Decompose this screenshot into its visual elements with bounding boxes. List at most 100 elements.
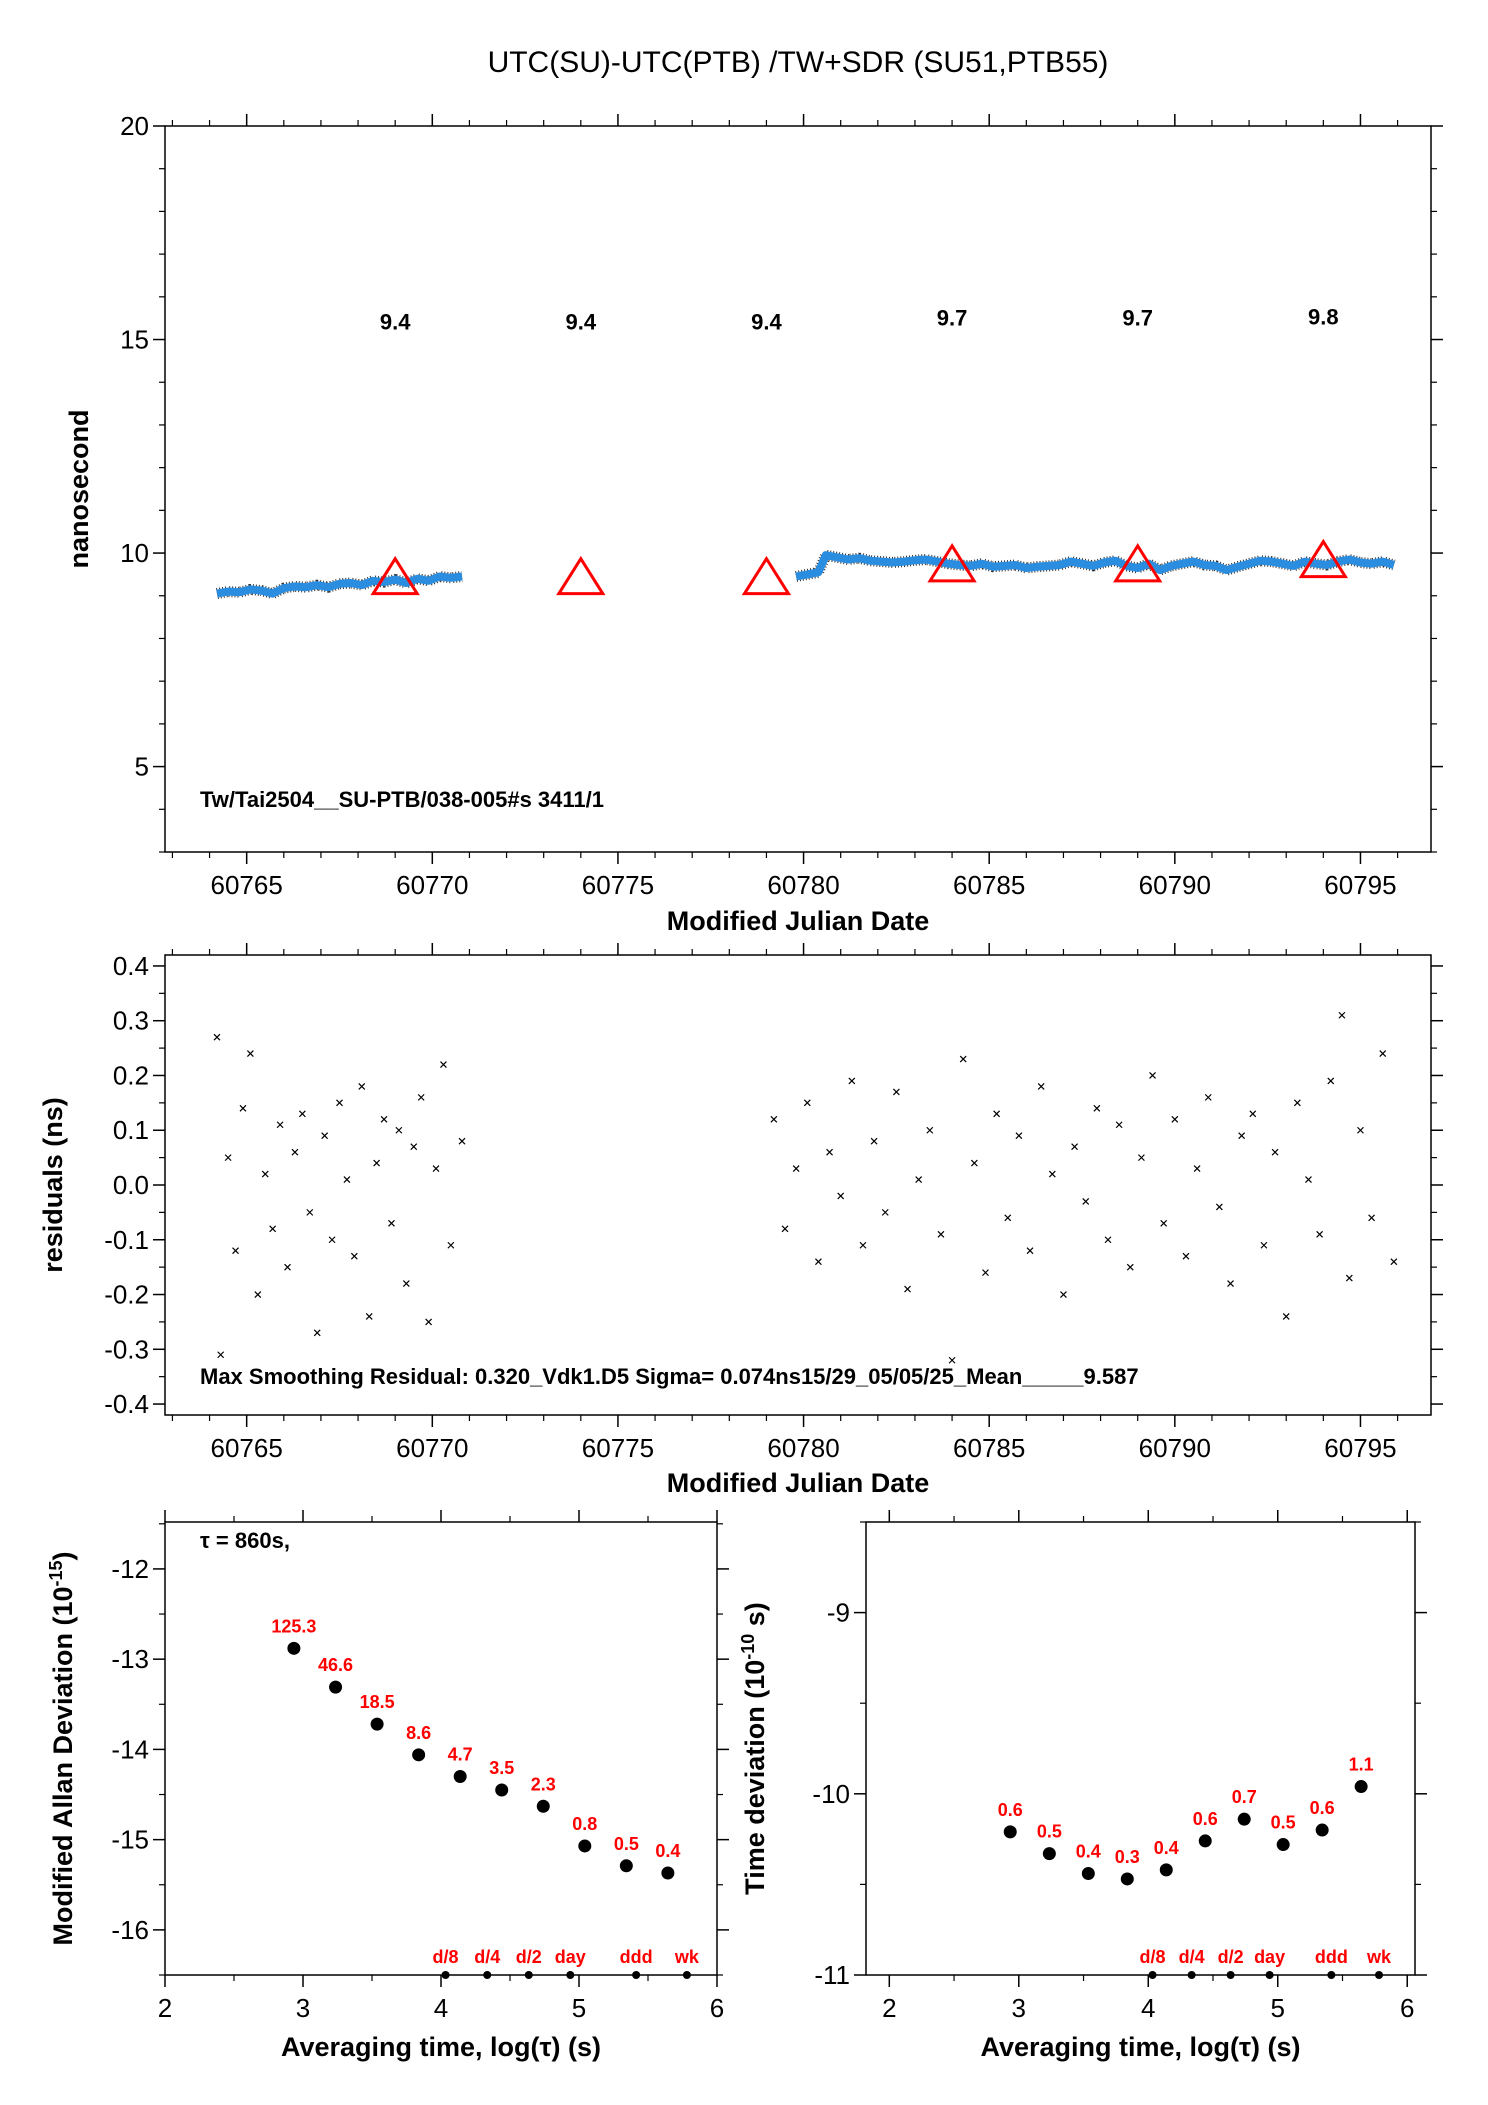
data-label: 0.5 [614,1834,639,1854]
point [1171,1115,1179,1123]
y-tick-label: -16 [111,1915,149,1945]
reference-dot [1265,1971,1274,1979]
point [1354,1780,1368,1794]
reference-label: ddd [620,1947,653,1967]
data-label: 0.6 [1193,1809,1218,1829]
point [803,1099,811,1107]
point [848,1077,856,1085]
data-label: 0.6 [998,1800,1023,1820]
figure-title: UTC(SU)-UTC(PTB) /TW+SDR (SU51,PTB55) [488,46,1109,79]
point [1003,1825,1017,1839]
reference-dot [566,1971,575,1979]
point [380,1115,388,1123]
reference-dot [632,1971,641,1979]
reference-label: ddd [1315,1947,1348,1967]
plot-frame [865,1521,1416,1976]
plot-frame [164,954,1432,1416]
point [412,1748,426,1762]
reference-dot [682,1971,691,1979]
y-tick-label: 15 [120,325,149,355]
point [904,1285,911,1293]
point [1048,1170,1056,1178]
x-tick-label: 60780 [767,1433,839,1463]
reference-label: day [555,1947,586,1967]
triangle-marker [370,555,420,596]
x-tick-label: 6 [710,1993,724,2023]
data-label: 0.4 [1154,1838,1179,1858]
point [536,1799,550,1813]
point [578,1839,592,1853]
reference-label: wk [674,1947,700,1967]
reference-label: d/4 [1179,1947,1205,1967]
point [1271,1148,1279,1156]
x-axis-label: Modified Julian Date [667,1468,930,1498]
x-tick-label: 60765 [211,870,283,900]
x-axis-label: Averaging time, log(τ) (s) [281,2032,601,2062]
x-tick-label: 3 [296,1993,310,2023]
point [350,1252,358,1260]
point [1115,1121,1123,1129]
point [284,1263,291,1271]
point [291,1148,299,1156]
data-label: 9.7 [1122,306,1153,331]
point [224,1154,232,1162]
triangle-marker [1112,543,1163,583]
reference-label: d/4 [474,1947,500,1967]
point [1204,1093,1212,1101]
point [246,1050,254,1057]
data-label: 0.5 [1271,1813,1296,1833]
point [1193,1165,1201,1172]
point [892,1088,900,1096]
y-tick-label: -10 [812,1779,850,1809]
y-tick-label: 0.2 [113,1060,149,1090]
x-tick-label: 4 [434,1993,448,2023]
y-axis-label-end: ) [48,1551,78,1560]
point [837,1192,845,1200]
point [254,1291,262,1298]
x-tick-label: 60795 [1324,1433,1396,1463]
y-tick-label: 5 [135,752,149,782]
y-tick-label: 10 [120,538,149,568]
point [970,1159,978,1167]
data-label: 3.5 [489,1758,514,1778]
data-label: 8.6 [406,1723,431,1743]
point [395,1126,403,1134]
point [370,1717,384,1731]
point [781,1225,789,1233]
point [1149,1072,1156,1079]
point [232,1247,239,1255]
reference-dot [524,1971,533,1979]
data-label: 0.4 [655,1841,680,1861]
y-axis-label: nanosecond [64,409,94,568]
x-tick-label: 60775 [582,870,654,900]
reference-dot [1148,1971,1157,1979]
y-axis-label-end: s) [740,1602,770,1634]
data-label: 0.5 [1037,1822,1062,1842]
reference-dot [1327,1971,1336,1979]
point [1357,1126,1364,1134]
reference-dot [1226,1971,1235,1979]
data-label: 1.1 [1349,1755,1374,1775]
point [1276,1838,1290,1852]
x-tick-label: 6 [1400,1993,1414,2023]
point [1198,1834,1212,1848]
y-tick-label: -15 [111,1825,149,1855]
y-tick-label: 0.1 [113,1115,149,1145]
point [926,1126,934,1134]
point [1042,1847,1056,1861]
x-tick-label: 60775 [582,1433,654,1463]
point [440,1061,447,1068]
y-tick-label: -0.1 [104,1225,149,1255]
data-label: 9.8 [1308,304,1339,329]
y-axis-label: Modified Allan Deviation (10-15) [46,1551,78,1945]
point [1215,1203,1223,1211]
point [365,1313,373,1320]
point [1093,1104,1101,1112]
x-tick-label: 60770 [396,870,468,900]
point [287,1641,301,1655]
annotation: Tw/Tai2504__SU-PTB/038-005#s 3411/1 [200,787,604,812]
data-label: 0.6 [1310,1798,1335,1818]
reference-label: wk [1366,1947,1392,1967]
plot-frame [164,125,1432,853]
point [1004,1214,1012,1222]
